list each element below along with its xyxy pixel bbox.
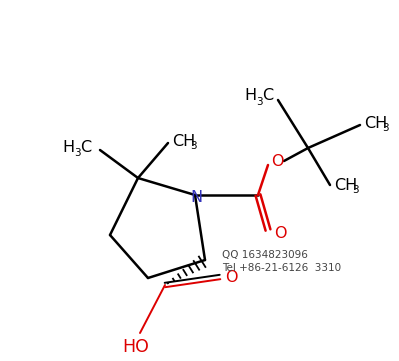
Text: 3: 3 — [382, 123, 388, 133]
Text: Tel +86-21-6126  3310: Tel +86-21-6126 3310 — [222, 263, 341, 273]
Text: HO: HO — [122, 338, 150, 356]
Text: 3: 3 — [74, 148, 80, 158]
Text: C: C — [263, 88, 274, 104]
Text: CH: CH — [172, 134, 195, 148]
Text: QQ 1634823096: QQ 1634823096 — [222, 250, 308, 260]
Text: 3: 3 — [190, 141, 196, 151]
Text: 3: 3 — [352, 185, 358, 195]
Text: O: O — [274, 226, 286, 242]
Text: 3: 3 — [256, 97, 262, 107]
Text: H: H — [62, 140, 74, 156]
Text: C: C — [81, 140, 91, 156]
Text: H: H — [244, 88, 256, 104]
Text: CH: CH — [334, 178, 357, 192]
Text: CH: CH — [364, 116, 387, 130]
Text: N: N — [190, 190, 202, 204]
Text: O: O — [225, 270, 237, 284]
Text: O: O — [271, 153, 283, 169]
